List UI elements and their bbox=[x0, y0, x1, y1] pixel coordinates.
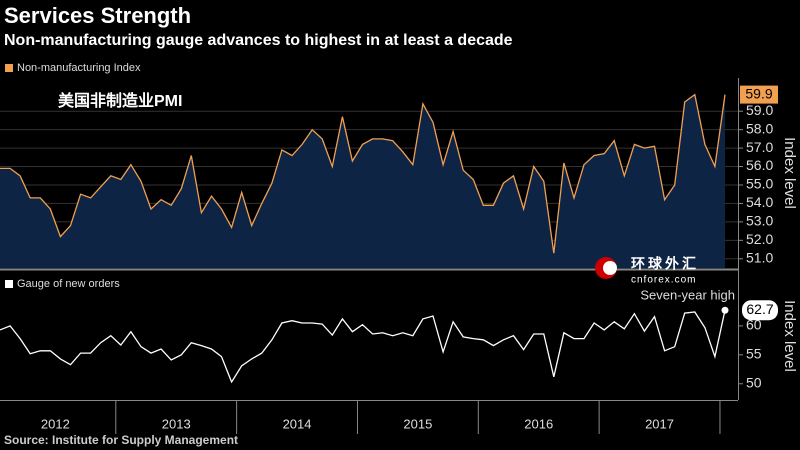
y-axis-label: Index level bbox=[781, 300, 798, 372]
x-tick-label: 2016 bbox=[524, 416, 553, 431]
value-label: 62.7 bbox=[746, 301, 773, 317]
watermark-caption: 美国非制造业PMI bbox=[58, 91, 182, 110]
y-tick-label: 55 bbox=[746, 346, 762, 362]
chart-subtitle: Non-manufacturing gauge advances to high… bbox=[4, 32, 513, 49]
last-point bbox=[721, 306, 729, 314]
y-tick-label: 54.0 bbox=[746, 194, 773, 210]
line bbox=[0, 310, 726, 384]
y-tick-label: 58.0 bbox=[746, 120, 773, 136]
chart-title: Services Strength bbox=[4, 3, 191, 28]
legend-label: Gauge of new orders bbox=[17, 278, 120, 290]
y-tick-label: 55.0 bbox=[746, 176, 773, 192]
x-tick-label: 2012 bbox=[41, 416, 70, 431]
source: Source: Institute for Supply Management bbox=[4, 433, 238, 447]
x-tick-label: 2013 bbox=[162, 416, 191, 431]
watermark-brand: 环球外汇 bbox=[631, 256, 699, 272]
y-tick-label: 51.0 bbox=[746, 249, 773, 265]
value-label-box bbox=[742, 300, 778, 321]
x-tick-label: 2017 bbox=[645, 416, 674, 431]
y-axis-label: Index level bbox=[781, 137, 798, 209]
y-tick-label: 53.0 bbox=[746, 213, 773, 229]
y-tick-label: 60 bbox=[746, 317, 762, 333]
legend-swatch bbox=[5, 64, 13, 72]
x-tick-label: 2014 bbox=[283, 416, 312, 431]
legend-label: Non-manufacturing Index bbox=[17, 62, 141, 74]
line bbox=[0, 93, 726, 254]
legend-swatch bbox=[5, 280, 13, 288]
y-tick-label: 57.0 bbox=[746, 139, 773, 155]
annotation: Seven-year high bbox=[640, 288, 735, 303]
value-label: 59.9 bbox=[745, 85, 772, 101]
y-tick-label: 50 bbox=[746, 374, 762, 390]
x-tick-label: 2015 bbox=[403, 416, 432, 431]
value-label-box bbox=[740, 85, 778, 104]
y-tick-label: 56.0 bbox=[746, 157, 773, 173]
watermark-logo-inner bbox=[603, 261, 617, 275]
y-tick-label: 52.0 bbox=[746, 231, 773, 247]
y-tick-label: 59.0 bbox=[746, 102, 773, 118]
area bbox=[0, 94, 725, 268]
watermark-site: cnforex.com bbox=[631, 275, 696, 286]
